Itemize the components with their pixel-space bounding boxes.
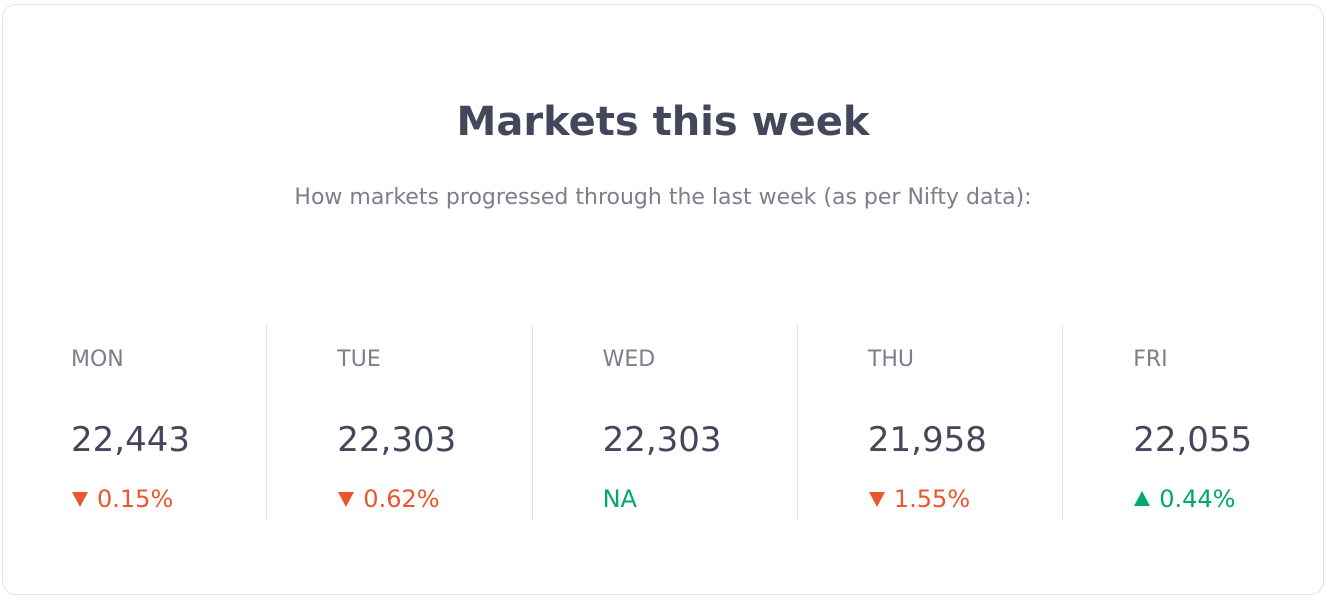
index-value: 22,055 [1133, 420, 1253, 460]
arrow-shape [1134, 491, 1151, 506]
trend-arrow [1134, 491, 1151, 506]
day-label: TUE [337, 347, 381, 372]
title: Markets this week [456, 99, 870, 145]
change: 1.55% [868, 485, 970, 513]
change: 0.15% [71, 485, 173, 513]
change-text: NA [602, 485, 637, 513]
index-value: 21,958 [867, 420, 987, 460]
day-label: FRI [1133, 347, 1168, 372]
day-label: WED [602, 347, 656, 372]
change-text: 1.55% [893, 485, 971, 513]
change-text: 0.44% [1159, 485, 1236, 513]
arrow-shape [338, 492, 355, 507]
day-column: WED 22,303 NA [531, 325, 797, 520]
change-text: 0.62% [363, 485, 440, 513]
index-value: 22,303 [337, 420, 457, 460]
day-label: MON [71, 347, 124, 372]
change: NA [603, 485, 637, 513]
trend-arrow [72, 492, 88, 507]
change: 0.44% [1133, 485, 1235, 513]
index-value: 22,303 [602, 420, 722, 460]
day-column: THU 21,958 1.55% [796, 325, 1062, 520]
change-text: 0.15% [97, 485, 174, 513]
day-column: TUE 22,303 0.62% [266, 325, 531, 520]
arrow-shape [72, 492, 88, 507]
day-label: THU [867, 347, 914, 372]
change: 0.62% [337, 485, 440, 513]
subtitle: How markets progressed through the last … [294, 185, 1032, 210]
arrow-shape [868, 492, 885, 507]
index-value: 22,443 [71, 420, 190, 460]
day-column: MON 22,443 0.15% [1, 325, 266, 520]
card: Markets this week How markets progressed… [2, 4, 1324, 595]
trend-arrow [338, 492, 355, 507]
trend-arrow [868, 492, 885, 507]
day-column: FRI 22,055 0.44% [1062, 325, 1327, 520]
